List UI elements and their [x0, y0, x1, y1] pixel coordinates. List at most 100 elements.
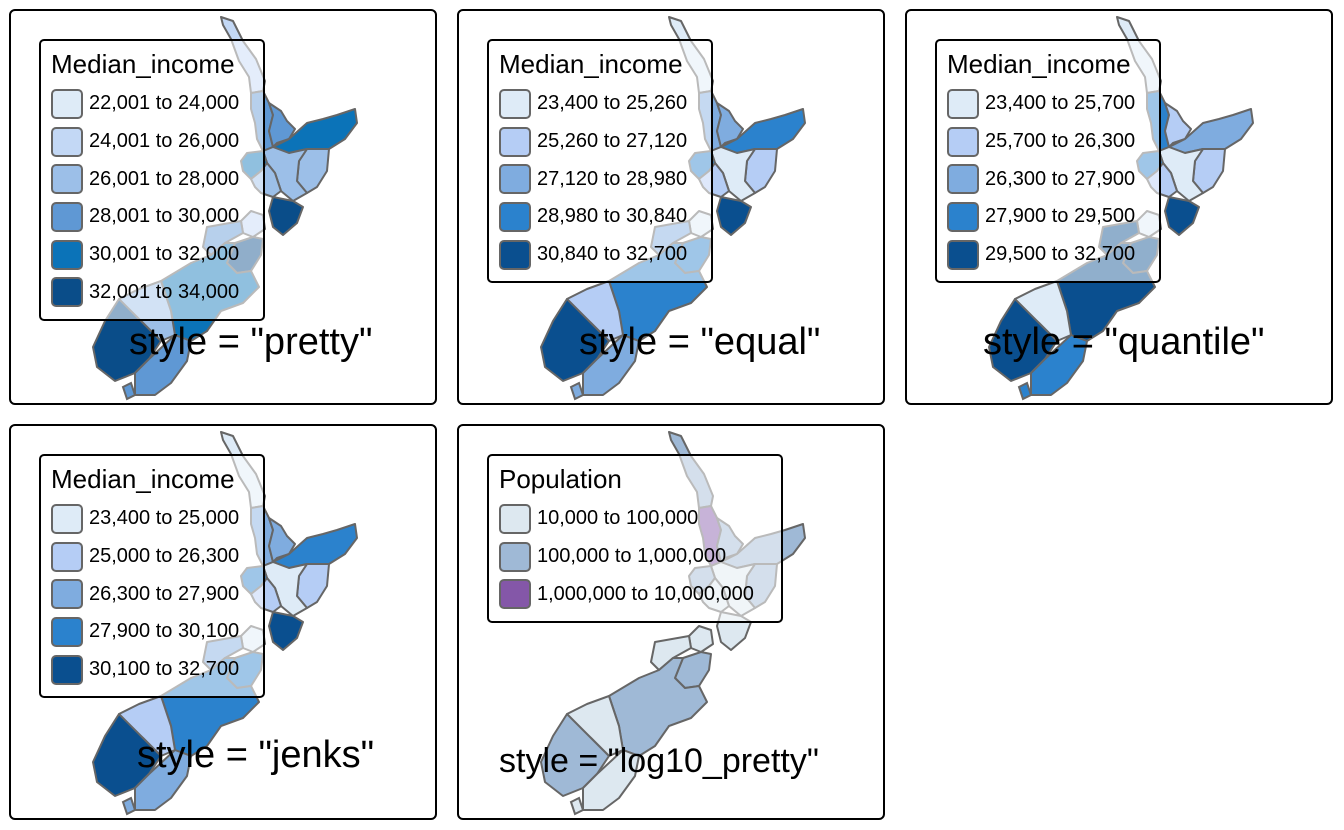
map-region [716, 196, 752, 236]
legend-item: 28,001 to 30,000 [51, 198, 253, 236]
map-panel-log10-pretty: Population 10,000 to 100,000 100,000 to 1… [457, 424, 885, 820]
legend-item: 27,120 to 28,980 [499, 160, 701, 198]
map-region [988, 298, 1058, 382]
legend-item-label: 22,001 to 24,000 [89, 92, 240, 115]
legend-swatch [51, 654, 83, 685]
legend-item: 29,500 to 32,700 [947, 236, 1149, 274]
legend-item-label: 28,001 to 30,000 [89, 205, 240, 228]
map-legend: Median_income 23,400 to 25,260 25,260 to … [487, 39, 713, 284]
legend-swatch [51, 88, 83, 119]
legend-swatch [51, 164, 83, 195]
legend-item: 25,260 to 27,120 [499, 123, 701, 161]
legend-title: Population [499, 464, 622, 494]
map-legend: Median_income 23,400 to 25,700 25,700 to … [935, 39, 1161, 284]
legend-swatch [947, 88, 979, 119]
legend-swatch [51, 579, 83, 610]
nz-map [540, 16, 806, 401]
style-caption: style = "log10_pretty" [499, 742, 819, 780]
legend-item-label: 25,000 to 26,300 [89, 545, 240, 568]
map-region [1030, 334, 1088, 396]
map-region [540, 713, 610, 797]
map-region-island [569, 796, 585, 816]
legend-title: Median_income [499, 49, 683, 79]
map-region [582, 334, 640, 396]
legend-item: 27,900 to 30,100 [51, 613, 253, 651]
legend-item: 26,001 to 28,000 [51, 160, 253, 198]
legend-item: 24,001 to 26,000 [51, 123, 253, 161]
legend-item: 30,001 to 32,000 [51, 236, 253, 274]
legend-item-label: 30,840 to 32,700 [537, 243, 688, 266]
legend-item-label: 10,000 to 100,000 [537, 507, 699, 530]
legend-item-label: 26,300 to 27,900 [985, 167, 1136, 190]
legend-item-label: 1,000,000 to 10,000,000 [537, 582, 754, 605]
legend-item: 26,300 to 27,900 [947, 160, 1149, 198]
legend-item: 100,000 to 1,000,000 [499, 538, 771, 576]
legend-item: 23,400 to 25,700 [947, 85, 1149, 123]
legend-swatch [499, 126, 531, 157]
map-region [1164, 196, 1200, 236]
legend-swatch [51, 503, 83, 534]
legend-item-label: 23,400 to 25,000 [89, 507, 240, 530]
legend-swatch [51, 541, 83, 572]
style-caption: style = "quantile" [983, 321, 1265, 363]
legend-swatch [499, 164, 531, 195]
legend-item: 23,400 to 25,260 [499, 85, 701, 123]
legend-item-label: 32,001 to 34,000 [89, 280, 240, 303]
legend-swatch [499, 503, 531, 534]
legend-item: 27,900 to 29,500 [947, 198, 1149, 236]
legend-swatch [499, 579, 531, 610]
legend-item-label: 30,001 to 32,000 [89, 243, 240, 266]
legend-swatch [499, 239, 531, 270]
legend-item: 22,001 to 24,000 [51, 85, 253, 123]
legend-item: 25,000 to 26,300 [51, 538, 253, 576]
map-region [268, 611, 304, 651]
legend-item-label: 25,700 to 26,300 [985, 130, 1136, 153]
legend-swatch [499, 541, 531, 572]
legend-item: 1,000,000 to 10,000,000 [499, 575, 771, 613]
map-panel-pretty: Median_income 22,001 to 24,000 24,001 to … [9, 9, 437, 405]
map-region-island [121, 796, 137, 816]
map-panel-equal: Median_income 23,400 to 25,260 25,260 to … [457, 9, 885, 405]
legend-swatch [499, 201, 531, 232]
legend-item-label: 27,900 to 30,100 [89, 620, 240, 643]
style-caption: style = "equal" [579, 321, 821, 363]
legend-swatch [947, 164, 979, 195]
legend-item: 25,700 to 26,300 [947, 123, 1149, 161]
map-panel-jenks: Median_income 23,400 to 25,000 25,000 to … [9, 424, 437, 820]
legend-title: Median_income [51, 464, 235, 494]
legend-item-label: 28,980 to 30,840 [537, 205, 688, 228]
legend-item: 30,100 to 32,700 [51, 651, 253, 689]
legend-item: 26,300 to 27,900 [51, 575, 253, 613]
map-region [134, 749, 192, 811]
style-caption: style = "pretty" [129, 321, 373, 363]
legend-swatch [51, 201, 83, 232]
map-region [540, 298, 610, 382]
legend-item-label: 27,900 to 29,500 [985, 205, 1136, 228]
legend-swatch [51, 277, 83, 308]
legend-item: 30,840 to 32,700 [499, 236, 701, 274]
legend-item: 32,001 to 34,000 [51, 273, 253, 311]
map-region-island [569, 381, 585, 401]
map-legend: Population 10,000 to 100,000 100,000 to 1… [487, 454, 783, 624]
legend-swatch [51, 126, 83, 157]
legend-item-label: 30,100 to 32,700 [89, 658, 240, 681]
legend-title: Median_income [947, 49, 1131, 79]
legend-swatch [947, 239, 979, 270]
map-panel-quantile: Median_income 23,400 to 25,700 25,700 to … [905, 9, 1333, 405]
map-region [582, 749, 640, 811]
legend-swatch [51, 616, 83, 647]
map-region [92, 713, 162, 797]
legend-item-label: 24,001 to 26,000 [89, 130, 240, 153]
legend-item-label: 29,500 to 32,700 [985, 243, 1136, 266]
legend-item-label: 26,300 to 27,900 [89, 582, 240, 605]
map-region [688, 625, 714, 653]
legend-item-label: 100,000 to 1,000,000 [537, 545, 727, 568]
legend-swatch [499, 88, 531, 119]
legend-item-label: 23,400 to 25,700 [985, 92, 1136, 115]
legend-swatch [51, 239, 83, 270]
legend-item-label: 27,120 to 28,980 [537, 167, 688, 190]
legend-swatch [947, 201, 979, 232]
style-caption: style = "jenks" [137, 734, 375, 776]
map-legend: Median_income 22,001 to 24,000 24,001 to … [39, 39, 265, 322]
legend-item: 10,000 to 100,000 [499, 500, 771, 538]
